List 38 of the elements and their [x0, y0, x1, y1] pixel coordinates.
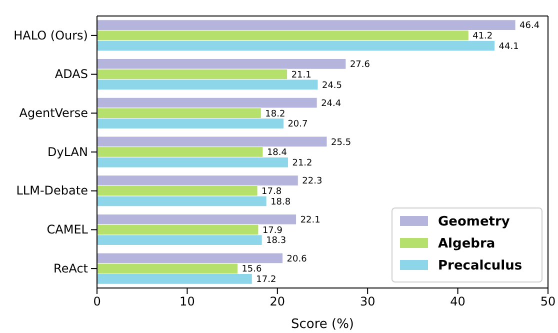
- x-tick-label: 40: [450, 294, 466, 309]
- data-label: 46.4: [520, 21, 540, 32]
- data-label: 44.1: [498, 42, 519, 52]
- x-axis-title: Score (%): [290, 317, 354, 332]
- x-tick-label: 50: [540, 294, 556, 309]
- x-tick-label: 30: [360, 294, 376, 309]
- data-label: 25.5: [331, 138, 352, 148]
- data-label: 17.2: [256, 275, 276, 286]
- data-label: 21.1: [291, 70, 312, 80]
- data-label: 27.6: [350, 60, 370, 70]
- y-tick-label: ADAS: [54, 67, 88, 82]
- data-label: 24.5: [322, 80, 342, 91]
- data-label: 18.2: [265, 109, 286, 120]
- data-label: 24.4: [321, 98, 342, 109]
- data-label: 17.8: [262, 187, 282, 198]
- x-tick-label: 0: [93, 294, 101, 309]
- data-label: 18.8: [270, 197, 291, 208]
- legend-label: Geometry: [438, 214, 510, 230]
- y-tick-label: AgentVerse: [19, 106, 88, 120]
- x-tick-label: 10: [180, 294, 195, 309]
- data-label: 20.7: [288, 120, 308, 130]
- y-tick-label: DyLAN: [48, 144, 88, 159]
- y-tick-label: CAMEL: [46, 222, 88, 237]
- data-label: 22.3: [302, 176, 322, 187]
- data-label: 15.6: [242, 264, 262, 275]
- data-label: 18.4: [266, 148, 288, 158]
- data-label: 41.2: [472, 32, 493, 42]
- data-label: 18.3: [266, 236, 286, 246]
- legend-label: Algebra: [438, 236, 496, 252]
- data-label: 20.6: [286, 254, 308, 264]
- y-tick-label: HALO (Ours): [14, 28, 88, 42]
- data-label: 22.1: [300, 216, 320, 226]
- y-tick-label: LLM-Debate: [16, 184, 88, 198]
- x-tick-label: 20: [270, 294, 286, 309]
- y-tick-label: ReAct: [54, 261, 88, 276]
- data-label: 17.9: [262, 226, 283, 236]
- legend-label: Precalculus: [438, 258, 522, 274]
- data-label: 21.2: [292, 158, 312, 169]
